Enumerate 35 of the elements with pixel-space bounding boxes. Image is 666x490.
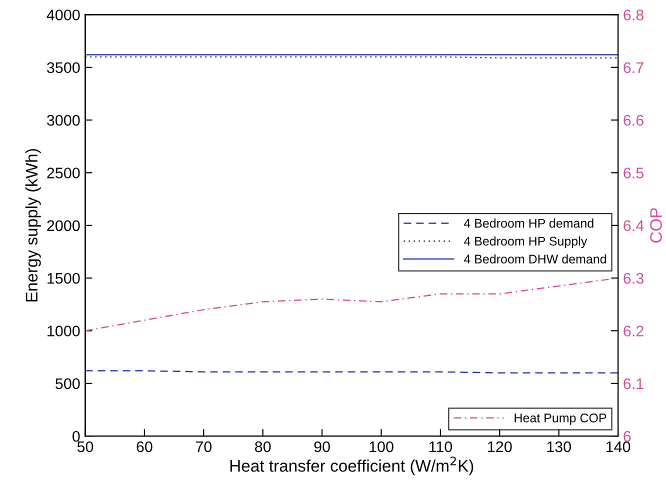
x-tick-label: 50 <box>77 441 94 452</box>
y-tick-label: 0 <box>72 430 80 442</box>
y2-tick-label: 6.5 <box>624 168 644 178</box>
x-tick-label: 100 <box>370 441 394 452</box>
x-tick-label: 80 <box>255 441 271 452</box>
x-tick-label: 130 <box>547 441 571 452</box>
y-axis-title: Energy supply (kWh) <box>25 149 41 302</box>
x-tick-label: 90 <box>314 441 330 452</box>
y2-tick-label: 6.6 <box>624 114 644 126</box>
legend-label: Heat Pump COP <box>514 414 606 425</box>
y-tick-label: 1000 <box>48 326 80 336</box>
y-tick-label: 2500 <box>47 168 80 178</box>
legend-label: 4 Bedroom HP Supply <box>464 236 588 248</box>
y-tick-label: 1500 <box>48 272 80 284</box>
legend-label: 4 Bedroom DHW demand <box>464 254 606 264</box>
x-tick-label: 60 <box>136 441 152 452</box>
y-tick-label: 3000 <box>46 114 80 126</box>
x-tick-label: 120 <box>488 441 512 452</box>
y2-axis-title: COP <box>650 208 662 243</box>
y2-tick-label: 6 <box>624 430 631 442</box>
y-tick-label: 3500 <box>46 62 80 74</box>
legend-label: 4 Bedroom HP demand <box>464 218 594 228</box>
x-tick-label: 110 <box>429 441 452 452</box>
x-tick-label: 70 <box>196 441 212 452</box>
y-tick-label: 4000 <box>46 10 80 20</box>
x-axis-title: Heat transfer coefficient (W/m$^{2}$K) <box>230 456 474 476</box>
y2-tick-label: 6.4 <box>624 220 644 232</box>
y-tick-label: 2000 <box>47 220 80 232</box>
y2-tick-label: 6.1 <box>624 378 644 390</box>
y2-tick-label: 6.2 <box>624 326 644 336</box>
y2-tick-label: 6.8 <box>624 10 644 20</box>
y2-tick-label: 6.7 <box>624 62 644 74</box>
y2-tick-label: 6.3 <box>624 272 644 284</box>
x-tick-label: 140 <box>606 441 630 452</box>
y-tick-label: 500 <box>56 378 80 390</box>
